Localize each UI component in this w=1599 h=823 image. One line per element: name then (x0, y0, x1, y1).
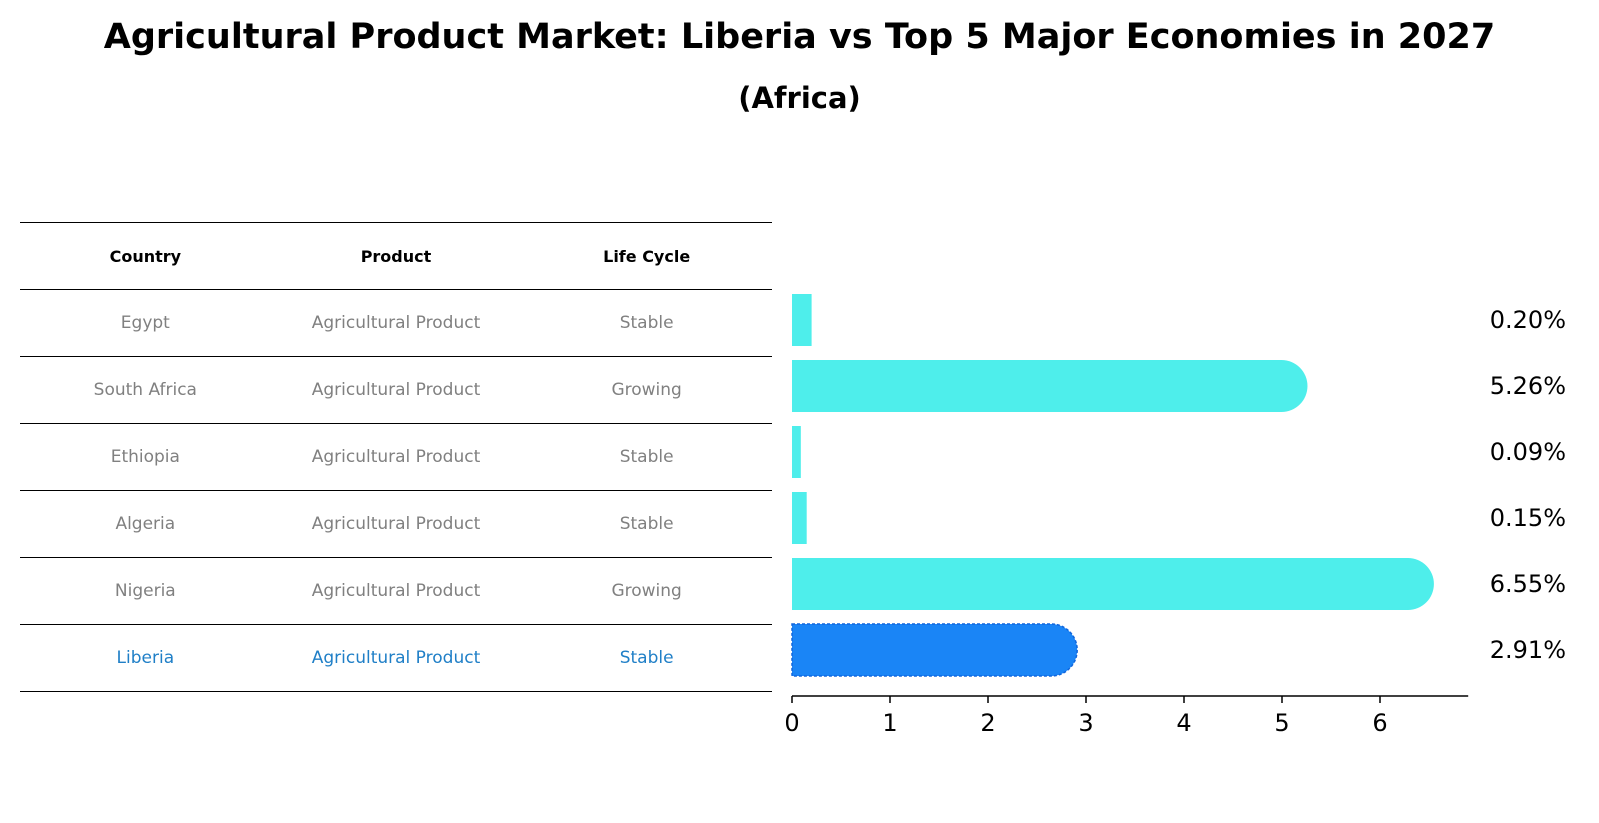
cell-life-cycle: Stable (521, 490, 772, 558)
chart-title: Agricultural Product Market: Liberia vs … (103, 17, 1496, 57)
x-tick-label: 5 (1274, 709, 1289, 737)
chart-subtitle: (Africa) (738, 81, 861, 115)
bar-highlight (792, 624, 1078, 676)
x-tick-label: 2 (980, 709, 995, 737)
bar (792, 360, 1308, 412)
cell-product: Agricultural Product (270, 289, 522, 357)
value-label: 0.15% (1490, 504, 1566, 532)
x-tick-label: 6 (1372, 709, 1387, 737)
x-tick-label: 3 (1078, 709, 1093, 737)
x-axis: 0 1 2 3 4 5 6 (784, 695, 1469, 737)
x-tick-label: 0 (784, 709, 799, 737)
x-tick-label: 1 (882, 709, 897, 737)
table-row: Ethiopia Agricultural Product Stable (20, 423, 772, 491)
value-label: 5.26% (1490, 372, 1566, 400)
bar-highlight-outline (791, 623, 1078, 677)
cell-life-cycle: Growing (521, 557, 772, 625)
cell-product: Agricultural Product (270, 490, 522, 558)
cell-product: Agricultural Product (270, 557, 522, 625)
table-row: Egypt Agricultural Product Stable (20, 289, 772, 357)
cell-country: Ethiopia (20, 423, 271, 491)
cell-life-cycle: Stable (521, 289, 772, 357)
cell-life-cycle: Stable (521, 423, 772, 491)
cell-product: Agricultural Product (270, 624, 522, 692)
bars-layer (791, 294, 1434, 677)
x-tick-label: 4 (1176, 709, 1191, 737)
bar (792, 492, 807, 544)
cell-country: Egypt (20, 289, 271, 357)
table-header-row: Country Product Life Cycle (20, 222, 772, 290)
data-table: Country Product Life Cycle Egypt Agricul… (20, 222, 772, 692)
value-label: 0.09% (1490, 438, 1566, 466)
cell-product: Agricultural Product (270, 356, 522, 424)
table-row: South Africa Agricultural Product Growin… (20, 356, 772, 424)
cell-life-cycle: Growing (521, 356, 772, 424)
value-label: 2.91% (1490, 636, 1566, 664)
value-label: 6.55% (1490, 570, 1566, 598)
bar (792, 558, 1434, 610)
table-row-highlight: Liberia Agricultural Product Stable (20, 624, 772, 692)
value-labels-layer: 0.20% 5.26% 0.09% 0.15% 6.55% 2.91% (1490, 306, 1566, 664)
header-product: Product (270, 222, 522, 290)
cell-country: South Africa (20, 356, 271, 424)
bar (792, 426, 801, 478)
header-country: Country (20, 222, 271, 290)
value-label: 0.20% (1490, 306, 1566, 334)
header-life-cycle: Life Cycle (521, 222, 772, 290)
cell-life-cycle: Stable (521, 624, 772, 692)
cell-country: Algeria (20, 490, 271, 558)
cell-product: Agricultural Product (270, 423, 522, 491)
cell-country: Nigeria (20, 557, 271, 625)
table-row: Nigeria Agricultural Product Growing (20, 557, 772, 625)
table-row: Algeria Agricultural Product Stable (20, 490, 772, 558)
bar (792, 294, 812, 346)
cell-country: Liberia (20, 624, 271, 692)
